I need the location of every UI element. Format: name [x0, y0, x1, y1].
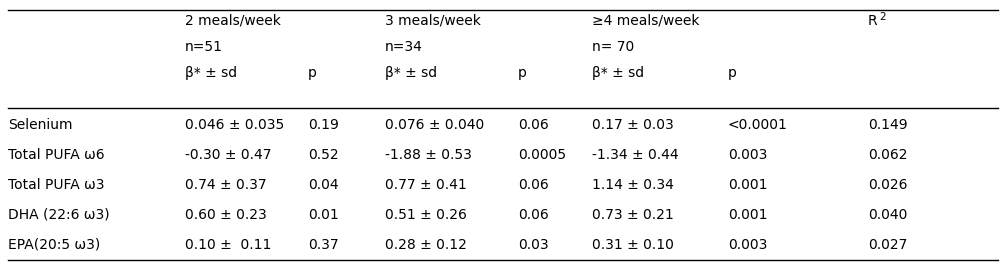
Text: p: p — [308, 66, 317, 80]
Text: Total PUFA ω6: Total PUFA ω6 — [8, 148, 105, 162]
Text: 0.06: 0.06 — [518, 208, 548, 222]
Text: 0.062: 0.062 — [868, 148, 907, 162]
Text: 0.026: 0.026 — [868, 178, 907, 192]
Text: p: p — [518, 66, 527, 80]
Text: 0.04: 0.04 — [308, 178, 339, 192]
Text: 0.06: 0.06 — [518, 178, 548, 192]
Text: EPA(20:5 ω3): EPA(20:5 ω3) — [8, 238, 101, 252]
Text: 0.001: 0.001 — [728, 208, 768, 222]
Text: 0.149: 0.149 — [868, 118, 907, 132]
Text: p: p — [728, 66, 736, 80]
Text: ≥4 meals/week: ≥4 meals/week — [592, 14, 699, 28]
Text: n=51: n=51 — [185, 40, 223, 54]
Text: 3 meals/week: 3 meals/week — [385, 14, 481, 28]
Text: 2 meals/week: 2 meals/week — [185, 14, 281, 28]
Text: -0.30 ± 0.47: -0.30 ± 0.47 — [185, 148, 272, 162]
Text: -1.34 ± 0.44: -1.34 ± 0.44 — [592, 148, 679, 162]
Text: -1.88 ± 0.53: -1.88 ± 0.53 — [385, 148, 472, 162]
Text: 0.001: 0.001 — [728, 178, 768, 192]
Text: Selenium: Selenium — [8, 118, 72, 132]
Text: 0.03: 0.03 — [518, 238, 548, 252]
Text: 0.19: 0.19 — [308, 118, 339, 132]
Text: β* ± sd: β* ± sd — [385, 66, 438, 80]
Text: Total PUFA ω3: Total PUFA ω3 — [8, 178, 105, 192]
Text: 0.046 ± 0.035: 0.046 ± 0.035 — [185, 118, 285, 132]
Text: <0.0001: <0.0001 — [728, 118, 788, 132]
Text: 0.52: 0.52 — [308, 148, 339, 162]
Text: R: R — [868, 14, 877, 28]
Text: 0.003: 0.003 — [728, 148, 768, 162]
Text: n=34: n=34 — [385, 40, 423, 54]
Text: 0.076 ± 0.040: 0.076 ± 0.040 — [385, 118, 484, 132]
Text: n= 70: n= 70 — [592, 40, 634, 54]
Text: 0.60 ± 0.23: 0.60 ± 0.23 — [185, 208, 267, 222]
Text: 0.17 ± 0.03: 0.17 ± 0.03 — [592, 118, 674, 132]
Text: 0.37: 0.37 — [308, 238, 339, 252]
Text: 0.77 ± 0.41: 0.77 ± 0.41 — [385, 178, 467, 192]
Text: 0.73 ± 0.21: 0.73 ± 0.21 — [592, 208, 674, 222]
Text: 0.28 ± 0.12: 0.28 ± 0.12 — [385, 238, 467, 252]
Text: DHA (22:6 ω3): DHA (22:6 ω3) — [8, 208, 110, 222]
Text: 0.040: 0.040 — [868, 208, 907, 222]
Text: β* ± sd: β* ± sd — [592, 66, 644, 80]
Text: β* ± sd: β* ± sd — [185, 66, 237, 80]
Text: 0.027: 0.027 — [868, 238, 907, 252]
Text: 0.06: 0.06 — [518, 118, 548, 132]
Text: 0.31 ± 0.10: 0.31 ± 0.10 — [592, 238, 674, 252]
Text: 0.74 ± 0.37: 0.74 ± 0.37 — [185, 178, 267, 192]
Text: 0.10 ±  0.11: 0.10 ± 0.11 — [185, 238, 272, 252]
Text: 0.01: 0.01 — [308, 208, 339, 222]
Text: 0.51 ± 0.26: 0.51 ± 0.26 — [385, 208, 467, 222]
Text: 0.003: 0.003 — [728, 238, 768, 252]
Text: 0.0005: 0.0005 — [518, 148, 566, 162]
Text: 2: 2 — [879, 12, 885, 22]
Text: 1.14 ± 0.34: 1.14 ± 0.34 — [592, 178, 674, 192]
